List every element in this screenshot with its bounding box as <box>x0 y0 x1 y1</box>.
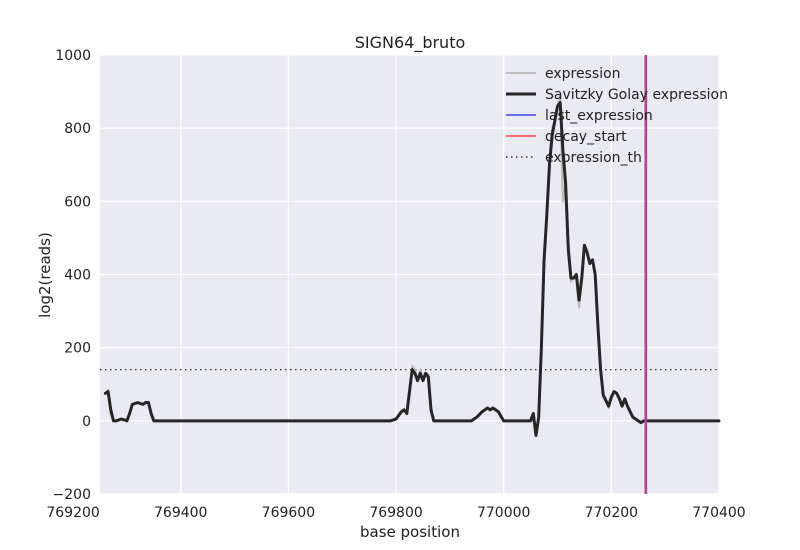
series-line-savitzky-golay <box>103 101 721 437</box>
y-tick-label: 1000 <box>55 48 91 64</box>
legend-label: decay_start <box>545 129 627 145</box>
legend-label: expression_th <box>545 150 642 166</box>
x-tick-label: 770000 <box>477 505 530 521</box>
chart-title: SIGN64_bruto <box>355 33 466 53</box>
y-tick-label: 600 <box>64 194 91 210</box>
y-tick-labels: −200 0 200 400 600 800 1000 <box>53 48 91 503</box>
x-axis-label: base position <box>360 523 460 541</box>
legend-label: Savitzky Golay expression <box>545 87 728 103</box>
y-axis-label: log2(reads) <box>36 232 54 318</box>
legend: expression Savitzky Golay expression last_… <box>506 66 728 166</box>
x-tick-label: 770400 <box>692 505 745 521</box>
legend-label: expression <box>545 66 621 82</box>
x-tick-label: 770200 <box>585 505 638 521</box>
x-tick-label: 769600 <box>262 505 315 521</box>
x-tick-label: 769400 <box>154 505 207 521</box>
legend-label: last_expression <box>545 108 653 124</box>
series-layer <box>103 94 721 437</box>
y-tick-label: 0 <box>82 414 91 430</box>
x-tick-label: 769200 <box>46 505 99 521</box>
x-tick-label: 769800 <box>369 505 422 521</box>
x-tick-labels: 769200 769400 769600 769800 770000 770200 7704… <box>46 505 745 521</box>
y-tick-label: 800 <box>64 121 91 137</box>
y-tick-label: −200 <box>53 487 91 503</box>
y-tick-label: 200 <box>64 341 91 357</box>
y-tick-label: 400 <box>64 268 91 284</box>
